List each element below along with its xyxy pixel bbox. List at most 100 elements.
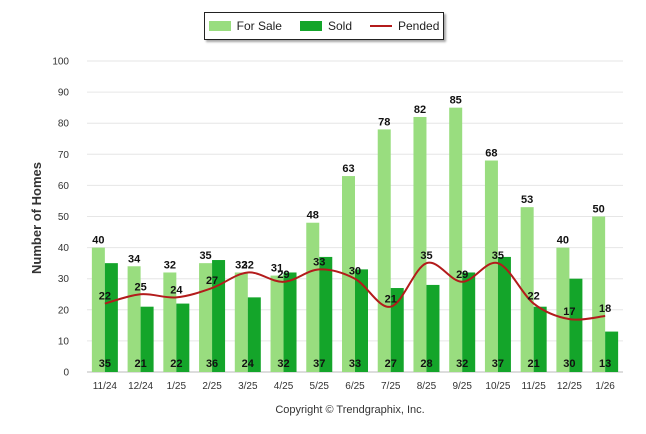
bar-for-sale-6/25	[342, 176, 355, 372]
bar-for-sale-4/25	[270, 275, 284, 372]
label-pended-11/25: 22	[528, 291, 540, 303]
label-pended-11/24: 22	[99, 291, 111, 303]
bar-sold-11/25	[533, 306, 547, 372]
label-for-sale-5/25: 48	[307, 210, 319, 222]
label-sold-5/25: 37	[313, 358, 325, 370]
x-tick-1/26: 1/26	[595, 381, 615, 392]
x-tick-9/25: 9/25	[452, 381, 472, 392]
x-tick-labels: 11/24 12/24 1/25 2/25 3/25 4/25 5/25 6/25 7/25 8/…	[93, 381, 616, 392]
label-pended-7/25: 21	[385, 294, 397, 306]
copyright-footer: Copyright © Trendgraphix, Inc.	[275, 404, 424, 416]
label-pended-6/25: 30	[349, 266, 361, 278]
bar-sold-6/25	[355, 269, 368, 372]
y-tick-90: 90	[58, 88, 70, 99]
y-tick-10: 10	[58, 336, 70, 347]
x-tick-3/25: 3/25	[238, 381, 258, 392]
label-sold-7/25: 27	[385, 358, 397, 370]
label-pended-2/25: 27	[206, 275, 218, 287]
bar-sold-1/25	[176, 303, 190, 372]
y-tick-20: 20	[58, 305, 70, 316]
label-for-sale-1/26: 50	[593, 204, 605, 216]
y-tick-70: 70	[58, 150, 70, 161]
label-pended-9/25: 29	[456, 269, 468, 281]
x-tick-1/25: 1/25	[167, 381, 187, 392]
y-tick-60: 60	[58, 181, 70, 192]
label-sold-6/25: 33	[349, 358, 361, 370]
legend-item-for-sale[interactable]: For Sale	[208, 19, 282, 33]
label-sold-12/24: 21	[134, 358, 146, 370]
bar-for-sale-1/26	[592, 216, 606, 372]
legend-label-sold: Sold	[327, 19, 352, 33]
bar-for-sale-7/25	[377, 129, 391, 372]
label-pended-3/25: 32	[242, 259, 254, 271]
bar-for-sale-12/25	[556, 247, 570, 372]
legend-item-pended[interactable]: Pended	[370, 19, 439, 33]
legend-item-sold[interactable]: Sold	[299, 19, 352, 33]
legend-swatch-sold	[299, 21, 322, 31]
label-for-sale-4/25: 31	[271, 263, 283, 275]
x-tick-12/24: 12/24	[128, 381, 153, 392]
bar-for-sale-3/25	[234, 272, 248, 372]
x-tick-2/25: 2/25	[202, 381, 222, 392]
y-tick-40: 40	[58, 243, 70, 254]
y-tick-labels: 0 10 20 30 40 50 60 70 80 90 100	[52, 57, 69, 379]
legend-label-pended: Pended	[398, 19, 440, 33]
bar-sold-1/26	[605, 331, 619, 372]
label-for-sale-10/25: 68	[485, 148, 497, 160]
x-tick-4/25: 4/25	[274, 381, 294, 392]
y-tick-80: 80	[58, 119, 70, 130]
label-pended-12/24: 25	[134, 281, 146, 293]
legend-swatch-pended	[370, 25, 392, 27]
bar-sold-11/24	[104, 263, 118, 372]
x-tick-11/25: 11/25	[522, 381, 547, 392]
x-tick-5/25: 5/25	[310, 381, 330, 392]
label-sold-1/26: 13	[599, 358, 611, 370]
y-tick-100: 100	[52, 57, 69, 68]
label-sold-3/25: 24	[242, 358, 255, 370]
bar-sold-9/25	[462, 272, 476, 372]
label-sold-11/24: 35	[99, 358, 111, 370]
label-for-sale-11/24: 40	[92, 235, 104, 247]
label-pended-8/25: 35	[420, 250, 432, 262]
y-tick-50: 50	[58, 212, 70, 223]
pended-line	[104, 261, 606, 321]
bar-for-sale-9/25	[449, 107, 463, 373]
bars	[91, 107, 619, 373]
label-sold-8/25: 28	[420, 358, 432, 370]
x-tick-6/25: 6/25	[345, 381, 365, 392]
label-for-sale-1/25: 32	[164, 259, 176, 271]
x-tick-8/25: 8/25	[417, 381, 437, 392]
label-for-sale-3/25: 32	[235, 259, 247, 271]
label-pended-10/25: 35	[492, 250, 504, 262]
label-for-sale-12/25: 40	[557, 235, 569, 247]
y-axis-label: Number of Homes	[29, 162, 44, 274]
label-pended-5/25: 33	[313, 256, 325, 268]
bar-for-sale-11/24	[91, 247, 105, 372]
label-pended-1/25: 24	[170, 284, 183, 296]
bar-sold-2/25	[212, 260, 226, 372]
x-tick-11/24: 11/24	[93, 381, 118, 392]
bar-sold-5/25	[319, 256, 333, 372]
x-tick-10/25: 10/25	[485, 381, 510, 392]
label-sold-1/25: 22	[170, 358, 182, 370]
x-tick-12/25: 12/25	[557, 381, 582, 392]
label-sold-2/25: 36	[206, 358, 218, 370]
bar-for-sale-11/25	[520, 207, 534, 372]
y-tick-0: 0	[63, 368, 69, 379]
chart-legend: For Sale Sold Pended	[204, 12, 444, 40]
label-for-sale-8/25: 82	[414, 104, 426, 116]
label-for-sale-11/25: 53	[521, 194, 533, 206]
label-sold-9/25: 32	[456, 358, 468, 370]
pended-line-group	[104, 261, 606, 321]
label-sold-11/25: 21	[528, 358, 540, 370]
label-for-sale-9/25: 85	[450, 95, 462, 107]
bar-for-sale-5/25	[306, 222, 320, 372]
bar-for-sale-12/24	[127, 266, 141, 372]
label-sold-4/25: 32	[277, 358, 289, 370]
label-for-sale-12/24: 34	[128, 253, 141, 265]
label-pended-1/26: 18	[599, 303, 611, 315]
bar-sold-8/25	[426, 284, 440, 372]
label-pended-4/25: 29	[277, 269, 289, 281]
label-for-sale-6/25: 63	[342, 163, 354, 175]
